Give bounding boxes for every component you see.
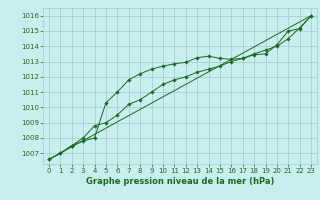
X-axis label: Graphe pression niveau de la mer (hPa): Graphe pression niveau de la mer (hPa)	[86, 177, 274, 186]
